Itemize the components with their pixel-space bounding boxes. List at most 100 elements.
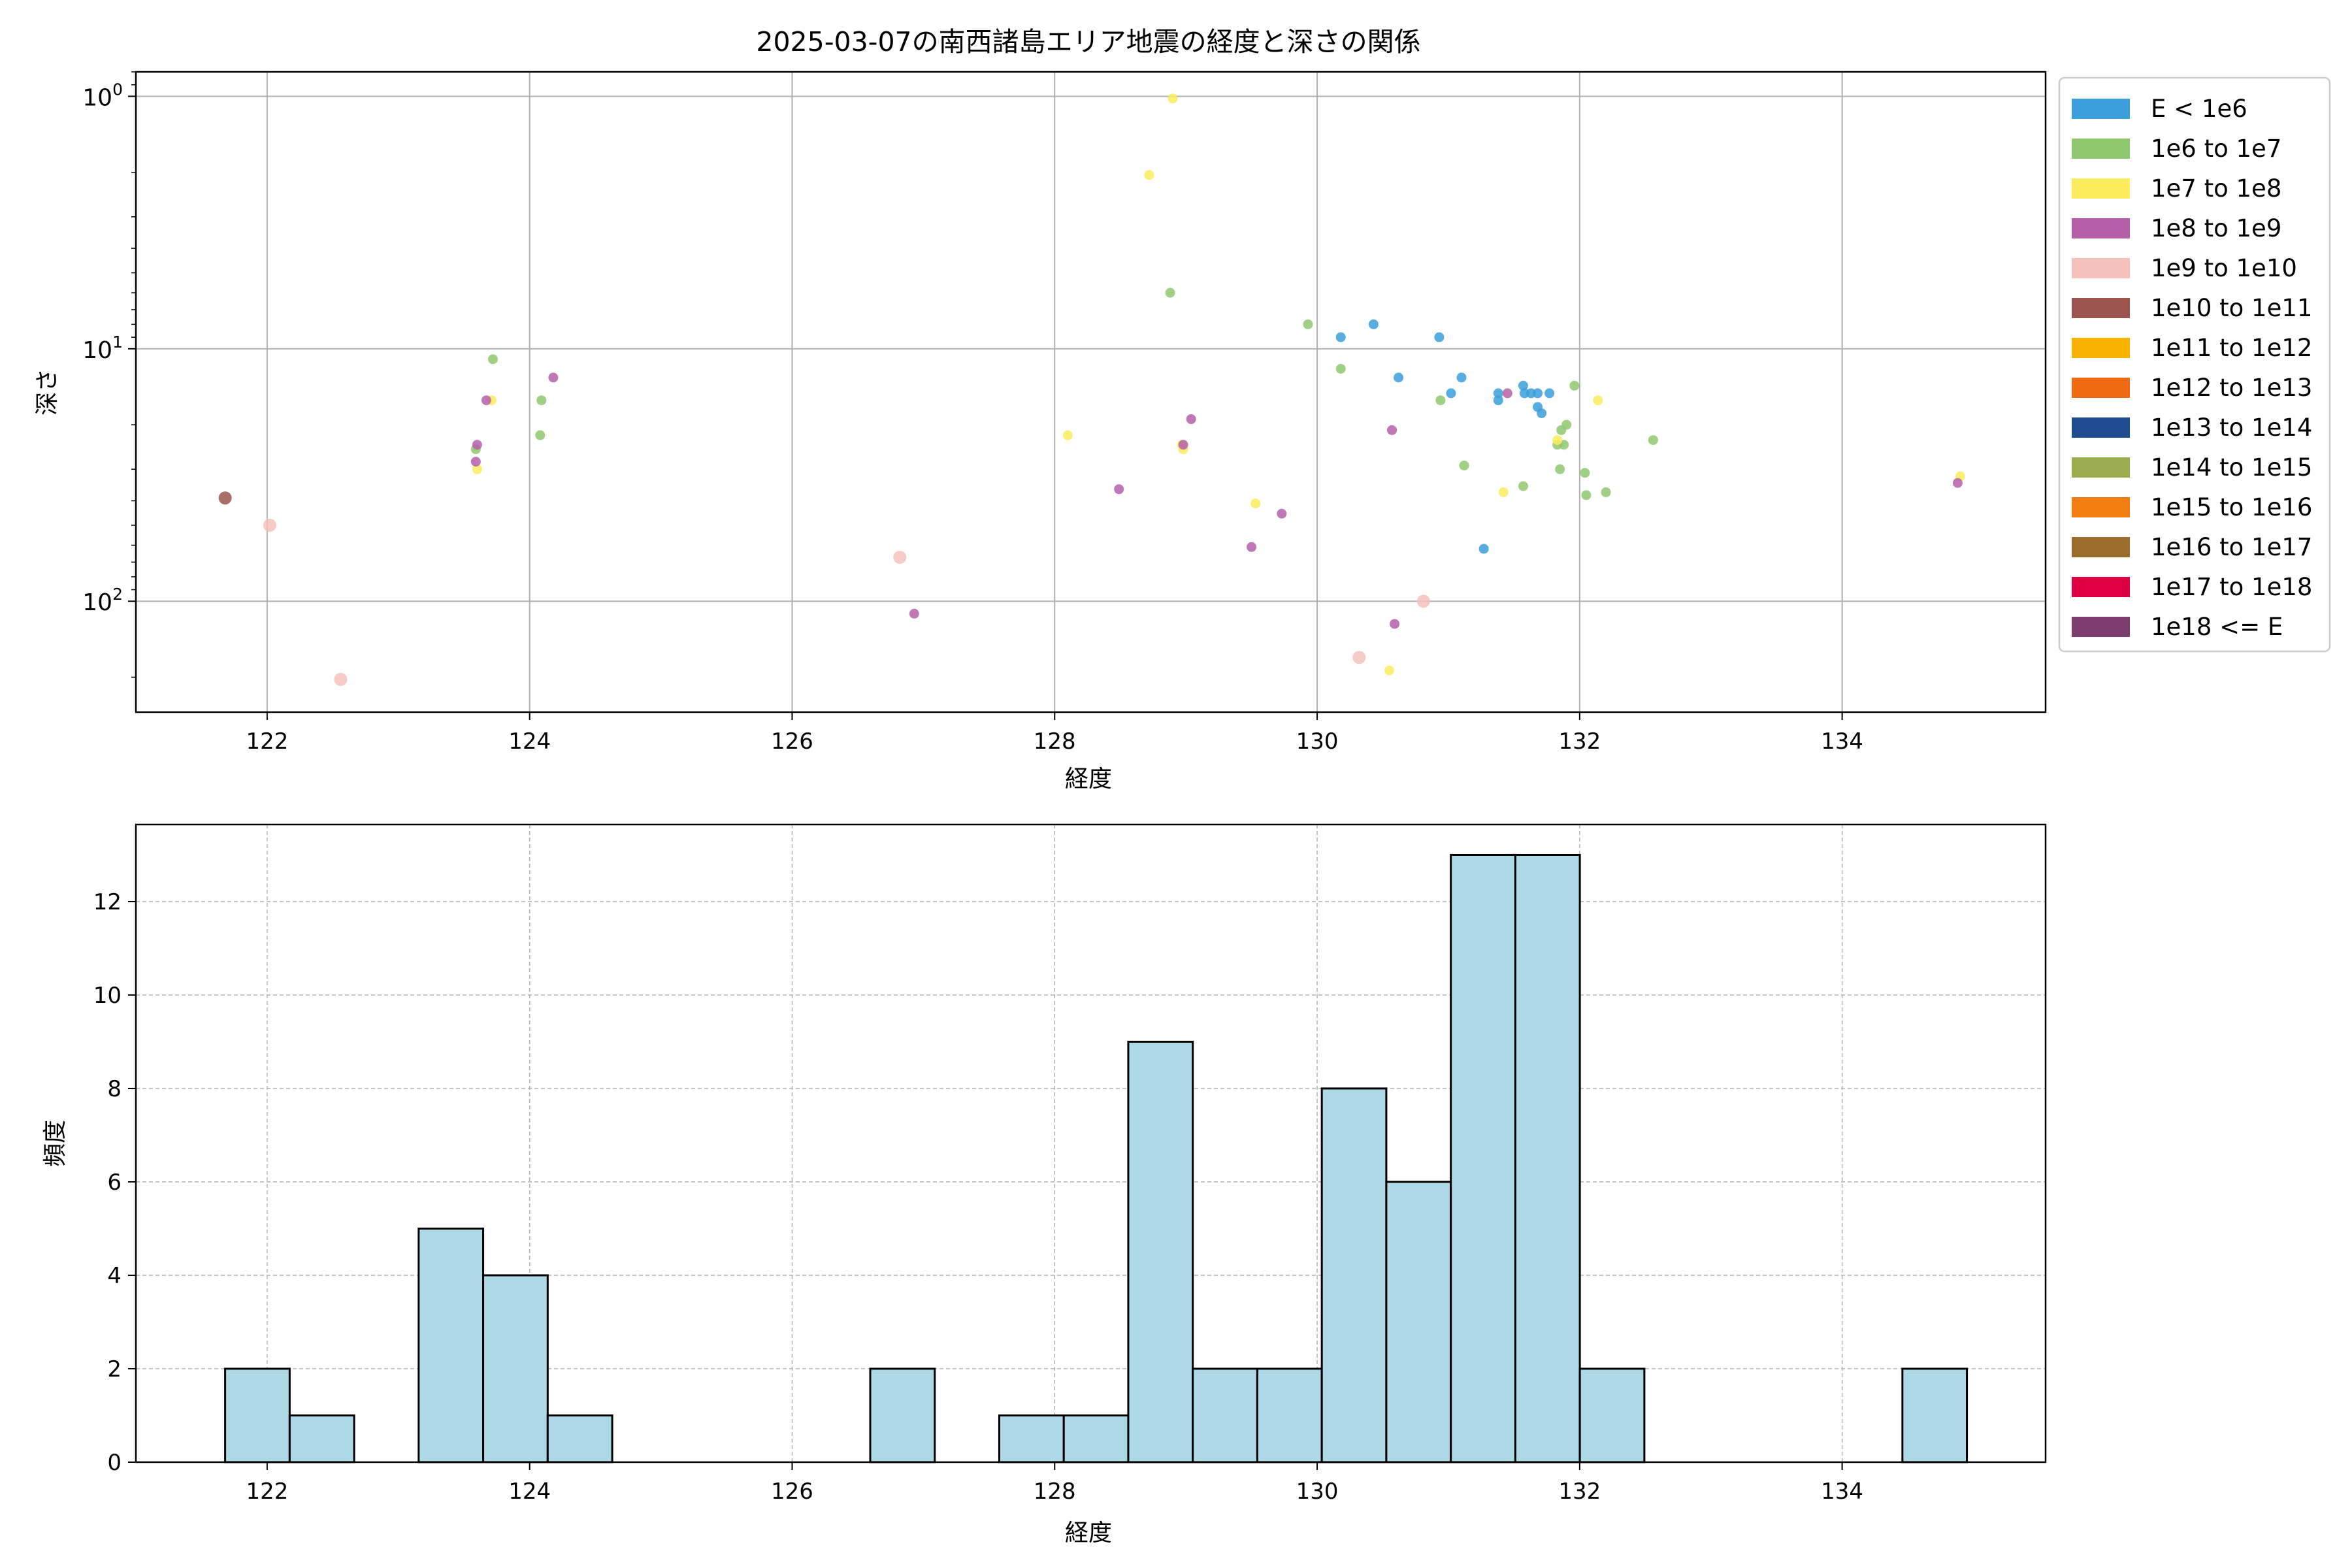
scatter-grid xyxy=(136,72,2046,712)
scatter-title: 2025-03-07の南西諸島エリア地震の経度と深さの関係 xyxy=(756,26,1420,57)
scatter-y-tick-base: 10 xyxy=(82,84,112,111)
legend-label: 1e14 to 1e15 xyxy=(2151,453,2312,482)
histogram-y-tick-label: 2 xyxy=(107,1356,122,1382)
scatter-point xyxy=(1502,388,1512,399)
scatter-point xyxy=(1569,380,1580,391)
scatter-y-tick-label: 101 xyxy=(82,333,123,364)
legend-swatch xyxy=(2072,258,2130,278)
scatter-point xyxy=(1537,408,1547,418)
scatter-point xyxy=(1335,332,1346,342)
histogram-x-tick-label: 132 xyxy=(1558,1478,1601,1505)
scatter-point xyxy=(1114,484,1124,495)
histogram-x-tick-label: 122 xyxy=(246,1478,288,1505)
scatter-point xyxy=(1581,490,1592,500)
scatter-x-tick-label: 126 xyxy=(771,728,813,755)
scatter-point xyxy=(1561,419,1572,430)
histogram-x-tick-label: 128 xyxy=(1034,1478,1076,1505)
histogram-bar xyxy=(1385,1181,1452,1463)
legend-label: 1e15 to 1e16 xyxy=(2151,493,2312,521)
histogram-x-tick-label: 124 xyxy=(508,1478,551,1505)
histogram-bar xyxy=(1256,1367,1323,1463)
scatter-point xyxy=(1352,651,1366,664)
legend-label: 1e17 to 1e18 xyxy=(2151,573,2312,601)
histogram-bars xyxy=(224,853,1968,1463)
histogram-y-tick-label: 6 xyxy=(107,1169,122,1196)
scatter-y-tick-label: 102 xyxy=(82,585,123,616)
legend-swatch xyxy=(2072,338,2130,358)
legend-label: 1e7 to 1e8 xyxy=(2151,174,2281,203)
scatter-x-axis-label: 経度 xyxy=(1065,766,1112,792)
scatter-point xyxy=(1518,380,1528,391)
histogram-plot-frame xyxy=(135,823,2047,1463)
scatter-point xyxy=(1593,395,1603,406)
scatter-point xyxy=(1952,478,1963,488)
legend-label: 1e18 <= E xyxy=(2151,613,2283,641)
scatter-point xyxy=(1493,395,1503,406)
histogram-bar xyxy=(417,1227,485,1463)
scatter-point xyxy=(1446,388,1456,399)
scatter-point xyxy=(487,354,498,365)
scatter-y-tick-exponent: 1 xyxy=(112,333,123,351)
scatter-point xyxy=(472,464,482,474)
histogram-bar xyxy=(869,1367,936,1463)
legend-swatch xyxy=(2072,417,2130,438)
histogram-bar xyxy=(1062,1414,1130,1463)
scatter-point xyxy=(1250,498,1261,509)
legend-swatch xyxy=(2072,497,2130,517)
scatter-point xyxy=(1478,544,1489,554)
scatter-point xyxy=(1335,363,1346,374)
legend-swatch xyxy=(2072,298,2130,318)
scatter-point xyxy=(1368,319,1379,329)
scatter-point xyxy=(1555,464,1565,474)
histogram-panel: 122 124 126 128 130 132 134 0 2 4 6 8 10 12 経度 頻度 xyxy=(42,823,2047,1546)
scatter-point xyxy=(1456,372,1467,383)
scatter-point xyxy=(548,372,559,383)
scatter-y-tick-exponent: 2 xyxy=(112,585,123,604)
histogram-bar xyxy=(1127,1040,1194,1463)
scatter-x-tick-label: 130 xyxy=(1296,728,1339,755)
histogram-y-tick-label: 8 xyxy=(107,1076,122,1102)
scatter-point xyxy=(1186,414,1196,425)
histogram-y-tick-label: 0 xyxy=(107,1450,122,1476)
legend-swatch xyxy=(2072,537,2130,557)
histogram-bar xyxy=(1192,1367,1258,1463)
scatter-point xyxy=(1544,388,1555,399)
legend-swatch xyxy=(2072,218,2130,238)
scatter-plot-frame xyxy=(135,71,2047,713)
scatter-point xyxy=(1601,487,1611,497)
histogram-bar xyxy=(288,1414,355,1463)
legend-swatch xyxy=(2072,617,2130,637)
scatter-point xyxy=(1165,287,1175,298)
scatter-point xyxy=(1247,542,1257,552)
scatter-y-tick-base: 10 xyxy=(82,589,112,616)
scatter-point xyxy=(536,395,547,406)
scatter-point xyxy=(1580,468,1590,478)
histogram-bar xyxy=(546,1414,613,1463)
legend-swatch xyxy=(2072,577,2130,597)
scatter-point xyxy=(334,672,348,686)
scatter-point xyxy=(1435,395,1446,406)
scatter-point xyxy=(893,551,907,564)
scatter-x-tick-label: 128 xyxy=(1034,728,1076,755)
histogram-bar xyxy=(1320,1087,1388,1463)
legend-label: 1e6 to 1e7 xyxy=(2151,135,2281,163)
scatter-y-tick-exponent: 0 xyxy=(112,80,123,99)
legend: E < 1e6 1e6 to 1e7 1e7 to 1e8 1e8 to 1e9 1e9… xyxy=(2058,76,2331,653)
legend-label: 1e8 to 1e9 xyxy=(2151,214,2281,242)
histogram-x-ticks: 122 124 126 128 130 132 134 xyxy=(246,1462,1863,1505)
scatter-y-tick-base: 10 xyxy=(82,337,112,364)
histogram-bar xyxy=(1514,853,1581,1463)
histogram-y-ticks: 0 2 4 6 8 10 12 xyxy=(93,889,136,1476)
scatter-point xyxy=(1144,170,1154,180)
histogram-x-tick-label: 126 xyxy=(771,1478,813,1505)
scatter-point xyxy=(1434,332,1445,342)
scatter-point xyxy=(1390,619,1400,629)
legend-swatch xyxy=(2072,457,2130,478)
histogram-y-axis-label: 頻度 xyxy=(42,1120,69,1167)
scatter-point xyxy=(470,457,481,467)
histogram-bar xyxy=(1578,1367,1646,1463)
histogram-x-axis-label: 経度 xyxy=(1065,1520,1112,1546)
histogram-bar xyxy=(1901,1367,1968,1463)
scatter-point xyxy=(535,430,546,440)
scatter-point xyxy=(1416,595,1430,608)
